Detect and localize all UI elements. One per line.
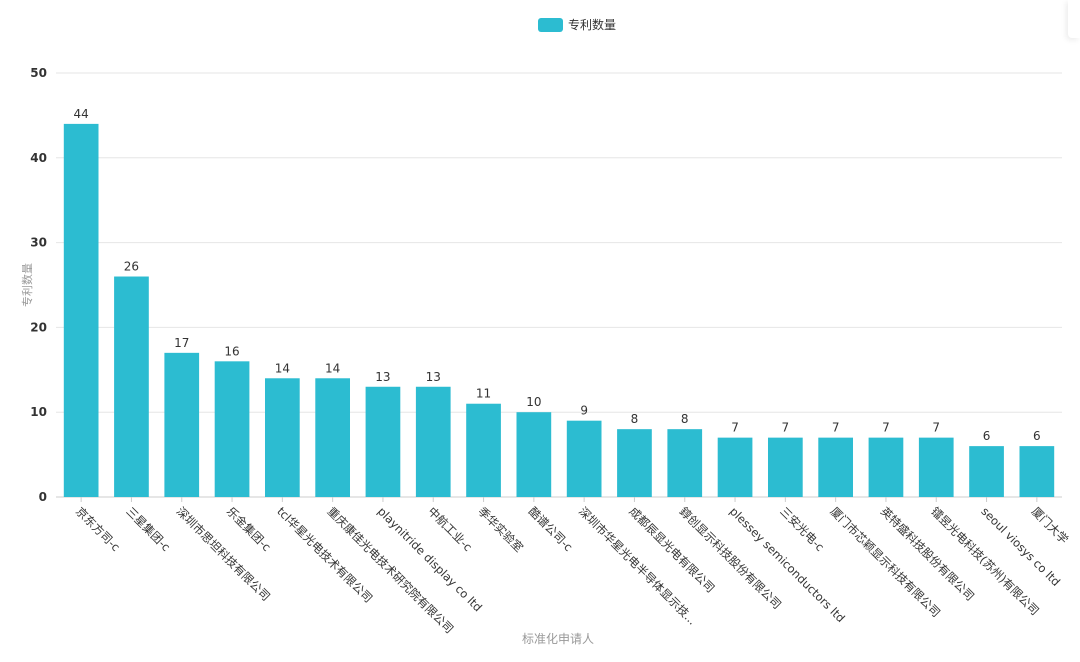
bar[interactable] [365, 386, 401, 497]
data-label: 10 [526, 395, 541, 409]
data-label: 7 [832, 421, 840, 435]
x-tick-label: 深圳市思坦科技有限公司 [174, 504, 273, 603]
bar[interactable] [164, 352, 200, 497]
grid-lines [56, 72, 1062, 498]
data-label: 7 [882, 421, 890, 435]
legend-swatch[interactable] [538, 18, 563, 32]
data-label: 6 [1033, 429, 1041, 443]
x-tick-label: 厦门大学 [1029, 504, 1071, 546]
data-label: 14 [325, 361, 340, 375]
data-label: 26 [124, 260, 139, 274]
bar[interactable] [969, 446, 1004, 497]
data-label: 16 [224, 344, 239, 358]
data-label: 13 [426, 370, 441, 384]
data-label: 7 [731, 421, 739, 435]
data-label: 9 [580, 404, 588, 418]
bar[interactable] [717, 437, 753, 497]
data-label: 14 [275, 361, 290, 375]
bar[interactable] [617, 429, 652, 497]
y-tick-label: 40 [30, 151, 47, 165]
data-labels: 44 26 17 16 14 14 13 13 11 10 9 8 8 7 7 7 7 7 6 6 [74, 107, 1041, 443]
bar[interactable] [315, 378, 351, 497]
x-tick-label: 成都辰显光电有限公司 [626, 504, 717, 595]
bar[interactable] [868, 437, 904, 497]
x-axis-title: 标准化申请人 [522, 632, 594, 646]
y-tick-label: 0 [39, 490, 47, 504]
y-axis-tick-labels: 0 10 20 30 40 50 [30, 66, 47, 504]
x-tick-label: 錞创显示科技股份有限公司 [677, 504, 784, 611]
x-tick-label: 英特盛科技股份有限公司 [878, 504, 977, 603]
bar[interactable] [63, 123, 99, 497]
corner-panel [1068, 0, 1080, 38]
bar[interactable] [1019, 446, 1055, 497]
bar[interactable] [818, 437, 854, 497]
bar[interactable] [918, 437, 954, 497]
bar[interactable] [114, 276, 149, 497]
bar[interactable] [415, 386, 451, 497]
x-tick-label: tcl华星光电技术有限公司 [274, 504, 375, 605]
data-label: 7 [782, 421, 790, 435]
y-tick-label: 30 [30, 236, 47, 250]
bar[interactable] [214, 361, 250, 497]
data-label: 44 [74, 107, 89, 121]
y-axis-title: 专利数量 [20, 263, 34, 307]
data-label: 7 [932, 421, 940, 435]
x-tick-label: 三星集团-c [123, 504, 173, 554]
x-tick-label: 中航工业-c [425, 504, 475, 554]
bar[interactable] [566, 420, 602, 497]
data-label: 8 [631, 412, 639, 426]
x-tick-label: 酷谱公司-c [526, 504, 576, 554]
data-label: 6 [983, 429, 991, 443]
data-label: 8 [681, 412, 689, 426]
legend[interactable]: 专利数量 [538, 17, 616, 32]
bar[interactable] [264, 378, 300, 497]
data-label: 11 [476, 387, 491, 401]
data-label: 13 [375, 370, 390, 384]
bar[interactable] [667, 429, 703, 497]
y-tick-label: 10 [30, 405, 47, 419]
x-tick-label: 季华实验室 [475, 504, 526, 555]
x-tick-label: 三安光电-c [777, 504, 827, 554]
bar[interactable] [767, 437, 803, 497]
legend-label[interactable]: 专利数量 [568, 17, 616, 32]
data-label: 17 [174, 336, 189, 350]
x-tick-label: 京东方司-c [73, 504, 123, 554]
y-tick-label: 20 [30, 320, 47, 334]
x-tick-label: playnitride display co ltd [375, 504, 485, 614]
bars [63, 123, 1055, 497]
y-tick-label: 50 [30, 66, 47, 80]
bar[interactable] [516, 412, 552, 497]
bar[interactable] [466, 403, 501, 497]
x-tick-label: 乐金集团-c [224, 504, 274, 554]
